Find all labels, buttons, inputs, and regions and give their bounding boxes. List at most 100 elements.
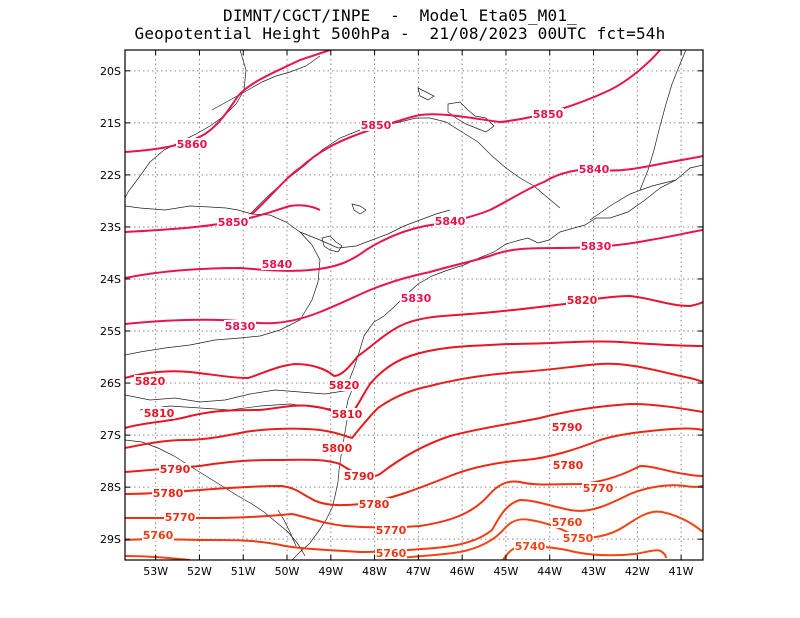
coastlines-and-borders (125, 50, 703, 560)
tick-label-lon: 48W (362, 565, 387, 578)
contour-label: 5770 (165, 511, 196, 524)
lake-small-1 (351, 203, 367, 215)
state-border-mg-rj (589, 179, 677, 221)
contour-line (125, 294, 703, 380)
contour-label-bg (514, 540, 546, 552)
height-contours (125, 50, 703, 560)
contour-label: 5840 (262, 258, 293, 271)
contour-label-bg (375, 524, 407, 536)
lake-serra (321, 235, 343, 253)
tick-label-lat: 29S (100, 533, 121, 546)
tick-label-lon: 49W (318, 565, 343, 578)
tick-label-lon: 42W (625, 565, 650, 578)
chart-title-line-1: DIMNT/CGCT/INPE - Model Eta05_M01_ (223, 6, 577, 25)
contour-label-bg (551, 421, 583, 433)
river-grande (211, 55, 321, 111)
tick-label-lat: 27S (100, 429, 121, 442)
contour-line (125, 362, 703, 449)
contour-label-bg (360, 119, 392, 131)
contour-label-bg (164, 511, 196, 523)
tick-label-lon: 41W (669, 565, 694, 578)
contour-label-bg (217, 216, 249, 228)
border-brazil-paraguay (125, 205, 321, 356)
plot-frame (124, 49, 704, 561)
tick-label-lat: 24S (100, 273, 121, 286)
contour-label: 5840 (435, 215, 466, 228)
tick-label-lat: 25S (100, 325, 121, 338)
contour-label-bg (551, 516, 583, 528)
contour-line (125, 464, 703, 529)
axes: 20S 21S 22S 23S 24S 25S 26S 27S 28S 29S 53W 52W 51W 5… (100, 50, 703, 578)
contour-label-bg (331, 408, 363, 420)
state-border-pr-sc (125, 389, 351, 403)
tick-label-lon: 47W (406, 565, 431, 578)
tick-label-lat: 26S (100, 377, 121, 390)
contour-label: 5850 (361, 119, 392, 132)
contour-label: 5780 (553, 459, 584, 472)
contour-label: 5760 (376, 547, 407, 560)
contour-label-bg (358, 498, 390, 510)
tick-label-lat: 20S (100, 65, 121, 78)
contour-label: 5800 (322, 442, 353, 455)
contour-label-bg (261, 258, 293, 270)
contour-label-bg (224, 320, 256, 332)
tick-label-lat: 21S (100, 117, 121, 130)
contour-labels: 5860 5850 5850 5850 5840 5840 5840 5830 5830 5830… (134, 108, 614, 560)
contour-label: 5830 (401, 292, 432, 305)
contour-label-bg (566, 294, 598, 306)
tick-label-lon: 45W (494, 565, 519, 578)
coastline (291, 164, 703, 560)
contour-label: 5780 (359, 498, 390, 511)
tick-label-lon: 53W (143, 565, 168, 578)
chart-title-line-2: Geopotential Height 500hPa - 21/08/2023 … (134, 24, 666, 43)
contour-label-bg (562, 532, 594, 544)
tick-label-lon: 44W (537, 565, 562, 578)
contour-line (125, 204, 321, 233)
lake-small-2 (417, 87, 435, 101)
border-argentina (125, 439, 306, 557)
tick-label-lat: 28S (100, 481, 121, 494)
contour-label: 5780 (153, 487, 184, 500)
tick-label-lon: 46W (450, 565, 475, 578)
contour-label-bg (152, 487, 184, 499)
contour-label: 5760 (143, 529, 174, 542)
contour-label-bg (582, 482, 614, 494)
contour-label: 5860 (177, 138, 208, 151)
tick-label-lon: 52W (187, 565, 212, 578)
contour-label: 5740 (515, 540, 546, 553)
contour-line (125, 484, 703, 554)
contour-label: 5820 (329, 379, 360, 392)
contour-label-bg (375, 547, 407, 559)
contour-label-bg (142, 529, 174, 541)
contour-label: 5830 (581, 240, 612, 253)
contour-label: 5790 (160, 463, 191, 476)
contour-label-bg (400, 292, 432, 304)
contour-label-bg (580, 240, 612, 252)
contour-label-bg (176, 138, 208, 150)
contour-line (125, 155, 703, 279)
contour-label-bg (434, 215, 466, 227)
tick-label-lon: 50W (275, 565, 300, 578)
contour-label: 5850 (533, 108, 564, 121)
contour-label: 5820 (567, 294, 598, 307)
contour-label-bg (328, 379, 360, 391)
contour-line (125, 340, 703, 429)
contour-line (125, 50, 331, 153)
lake-furnas (447, 101, 495, 133)
river-parana (299, 209, 451, 249)
contour-label: 5810 (332, 408, 363, 421)
tick-label-lon: 51W (231, 565, 256, 578)
contour-label-bg (321, 442, 353, 454)
graticule (125, 50, 703, 560)
contour-label-bg (143, 407, 175, 419)
contour-label-bg (134, 375, 166, 387)
contour-label: 5770 (583, 482, 614, 495)
contour-label-bg (552, 459, 584, 471)
contour-line (251, 50, 661, 215)
contour-label: 5820 (135, 375, 166, 388)
state-border-sp-mg (249, 117, 561, 215)
contour-line (125, 427, 703, 507)
contour-label-bg (343, 470, 375, 482)
contour-label: 5750 (563, 532, 594, 545)
